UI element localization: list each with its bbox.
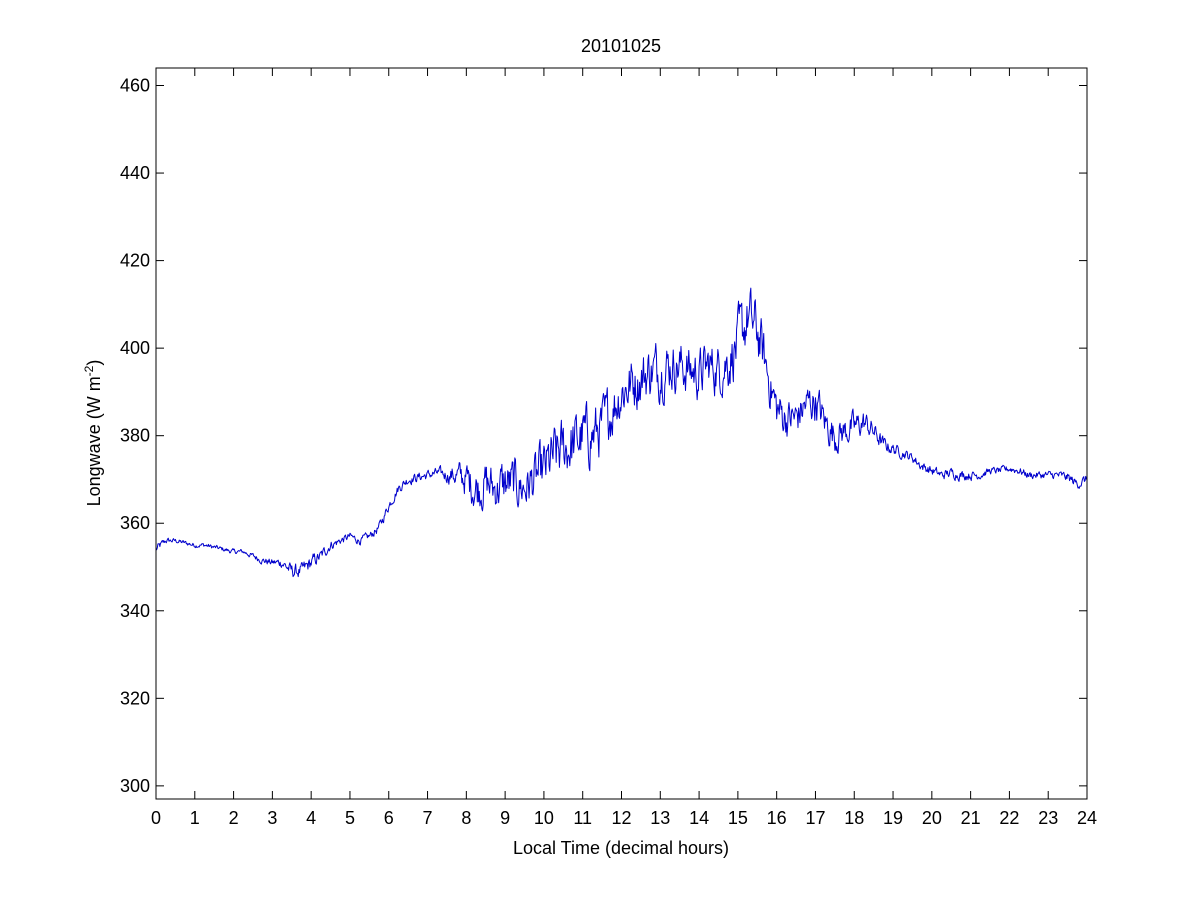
x-tick-label: 23 [1038, 808, 1058, 828]
y-axis-label-close: ) [84, 360, 104, 366]
x-tick-label: 10 [534, 808, 554, 828]
x-tick-label: 22 [999, 808, 1019, 828]
x-tick-label: 14 [689, 808, 709, 828]
x-tick-label: 18 [844, 808, 864, 828]
x-tick-label: 4 [306, 808, 316, 828]
y-tick-label: 300 [120, 776, 150, 796]
y-axis-label-superscript: -2 [82, 365, 96, 376]
plot-area-frame [155, 67, 1088, 800]
x-tick-label: 8 [461, 808, 471, 828]
x-tick-label: 12 [611, 808, 631, 828]
x-tick-label: 9 [500, 808, 510, 828]
chart-title: 20101025 [581, 36, 661, 56]
y-tick-label: 400 [120, 338, 150, 358]
x-tick-label: 7 [423, 808, 433, 828]
y-tick-label: 380 [120, 426, 150, 446]
x-tick-label: 3 [267, 808, 277, 828]
x-axis-label: Local Time (decimal hours) [513, 838, 729, 858]
x-tick-label: 2 [229, 808, 239, 828]
y-tick-label: 420 [120, 251, 150, 271]
x-tick-label: 21 [961, 808, 981, 828]
y-axis-label: Longwave (W m-2) [82, 360, 104, 507]
x-tick-label: 20 [922, 808, 942, 828]
y-tick-label: 320 [120, 688, 150, 708]
x-tick-label: 0 [151, 808, 161, 828]
y-axis-label-text: Longwave (W m [84, 376, 104, 506]
x-tick-label: 24 [1077, 808, 1097, 828]
x-tick-label: 13 [650, 808, 670, 828]
x-tick-label: 19 [883, 808, 903, 828]
x-tick-label: 15 [728, 808, 748, 828]
y-tick-label: 440 [120, 163, 150, 183]
x-tick-label: 16 [767, 808, 787, 828]
x-tick-label: 6 [384, 808, 394, 828]
y-tick-label: 460 [120, 76, 150, 96]
y-tick-label: 340 [120, 601, 150, 621]
y-axis-ticks: 300 320 340 360 380 400 420 440 460 [120, 76, 1087, 796]
x-tick-label: 1 [190, 808, 200, 828]
x-axis-ticks: 0 1 2 3 4 5 6 7 8 9 10 11 12 13 14 15 16 17 18 19 20 21 22 23 24 [151, 68, 1097, 828]
x-tick-label: 5 [345, 808, 355, 828]
longwave-series-line [155, 287, 1088, 578]
x-tick-label: 11 [573, 808, 592, 828]
x-tick-label: 17 [805, 808, 825, 828]
y-tick-label: 360 [120, 513, 150, 533]
